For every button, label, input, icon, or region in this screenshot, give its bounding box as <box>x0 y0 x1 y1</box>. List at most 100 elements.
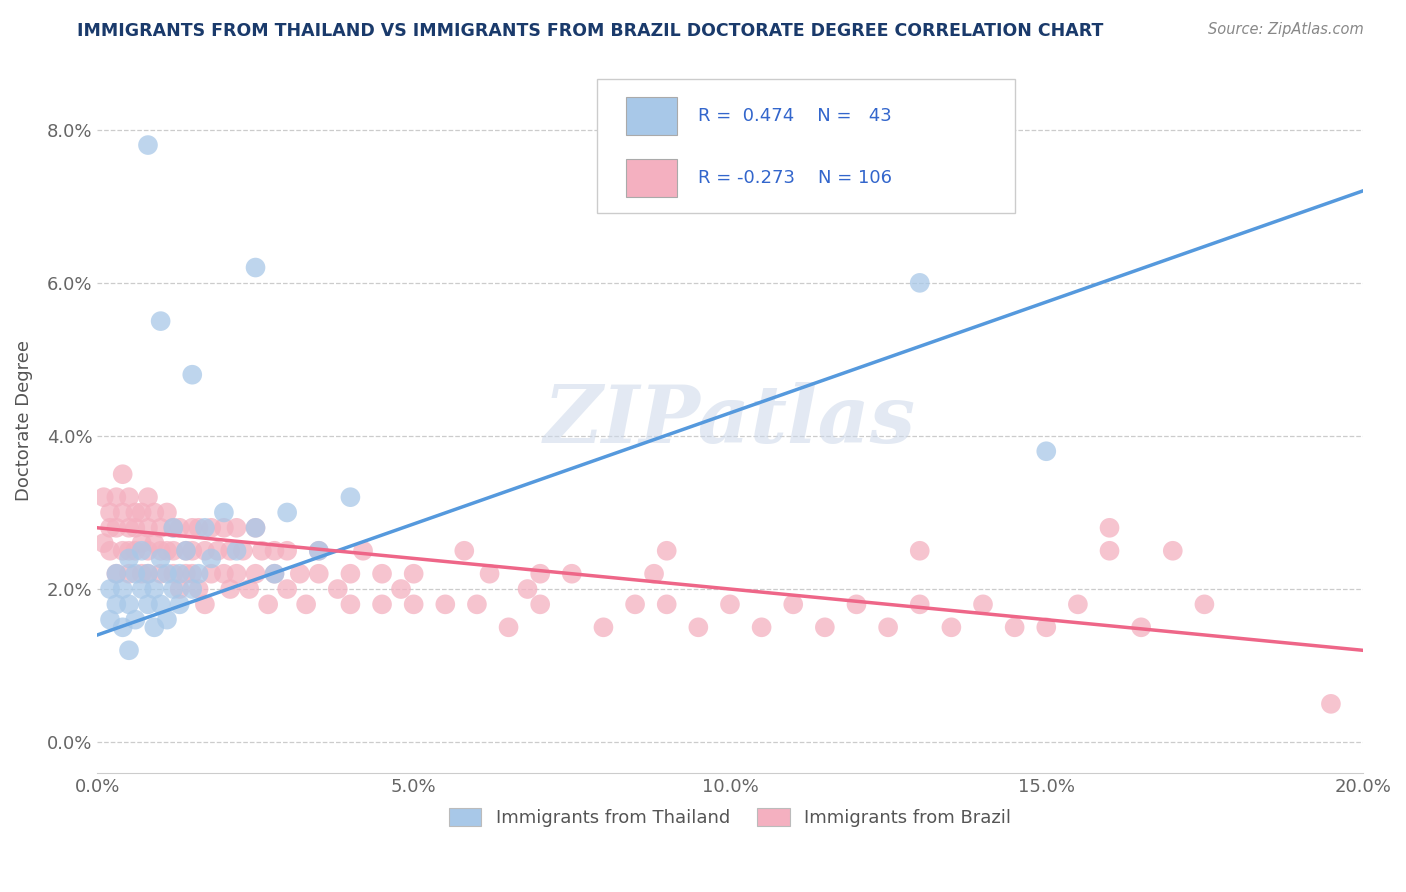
Point <box>941 620 963 634</box>
Point <box>263 543 285 558</box>
Point <box>118 521 141 535</box>
Point <box>624 598 647 612</box>
Point <box>814 620 837 634</box>
Point <box>124 506 146 520</box>
Point <box>98 613 121 627</box>
Point <box>105 598 128 612</box>
Point <box>131 566 153 581</box>
Point <box>352 543 374 558</box>
Point <box>232 543 254 558</box>
Point <box>908 543 931 558</box>
Text: R =  0.474    N =   43: R = 0.474 N = 43 <box>699 107 891 126</box>
Point <box>371 566 394 581</box>
Text: Source: ZipAtlas.com: Source: ZipAtlas.com <box>1208 22 1364 37</box>
Point <box>136 138 159 153</box>
Point <box>1035 444 1057 458</box>
Point <box>156 566 179 581</box>
FancyBboxPatch shape <box>598 79 1015 213</box>
Point <box>156 613 179 627</box>
Point <box>245 566 267 581</box>
Point <box>194 598 217 612</box>
Point <box>143 620 166 634</box>
Point <box>187 582 209 596</box>
Point <box>136 566 159 581</box>
Point <box>245 521 267 535</box>
Point <box>169 598 191 612</box>
Point <box>118 598 141 612</box>
Point <box>149 566 172 581</box>
Point <box>162 582 184 596</box>
Point <box>592 620 614 634</box>
Point <box>136 543 159 558</box>
Point <box>326 582 349 596</box>
Bar <box>626 159 676 197</box>
Point <box>124 543 146 558</box>
Point <box>93 490 115 504</box>
Point <box>207 543 229 558</box>
Point <box>276 543 298 558</box>
Point <box>93 536 115 550</box>
Point <box>219 543 242 558</box>
Point <box>174 543 197 558</box>
Point <box>1067 598 1090 612</box>
Point <box>181 582 204 596</box>
Y-axis label: Doctorate Degree: Doctorate Degree <box>15 340 32 501</box>
Point <box>118 566 141 581</box>
Point <box>181 521 204 535</box>
Point <box>972 598 994 612</box>
Point <box>149 598 172 612</box>
Point <box>1004 620 1026 634</box>
Point <box>187 521 209 535</box>
Point <box>162 521 184 535</box>
Point <box>136 598 159 612</box>
Point <box>339 598 361 612</box>
Point <box>169 566 191 581</box>
Point <box>877 620 900 634</box>
Point <box>169 521 191 535</box>
Point <box>498 620 520 634</box>
Point <box>1161 543 1184 558</box>
Point <box>257 598 280 612</box>
Point <box>212 506 235 520</box>
Point <box>105 521 128 535</box>
Point <box>131 543 153 558</box>
Point <box>655 598 678 612</box>
Point <box>118 643 141 657</box>
Point <box>751 620 773 634</box>
Point <box>136 521 159 535</box>
Point <box>124 566 146 581</box>
Point <box>143 536 166 550</box>
Point <box>98 543 121 558</box>
Point <box>529 598 551 612</box>
Point <box>276 506 298 520</box>
Point <box>105 566 128 581</box>
Point <box>225 543 247 558</box>
Point <box>118 490 141 504</box>
Point <box>1130 620 1153 634</box>
Point <box>98 582 121 596</box>
Point <box>308 543 330 558</box>
Point <box>212 521 235 535</box>
Bar <box>626 96 676 136</box>
Point <box>105 490 128 504</box>
Text: R = -0.273    N = 106: R = -0.273 N = 106 <box>699 169 893 186</box>
Point <box>111 543 134 558</box>
Point <box>245 521 267 535</box>
Point <box>156 506 179 520</box>
Point <box>105 566 128 581</box>
Point <box>250 543 273 558</box>
Text: ZIPatlas: ZIPatlas <box>544 382 917 459</box>
Point <box>465 598 488 612</box>
Point <box>181 368 204 382</box>
Point <box>245 260 267 275</box>
Point <box>118 543 141 558</box>
Point <box>174 566 197 581</box>
Legend: Immigrants from Thailand, Immigrants from Brazil: Immigrants from Thailand, Immigrants fro… <box>441 800 1018 834</box>
Point <box>149 521 172 535</box>
Point <box>111 582 134 596</box>
Point <box>402 598 425 612</box>
Point <box>156 543 179 558</box>
Point <box>1320 697 1343 711</box>
Text: IMMIGRANTS FROM THAILAND VS IMMIGRANTS FROM BRAZIL DOCTORATE DEGREE CORRELATION : IMMIGRANTS FROM THAILAND VS IMMIGRANTS F… <box>77 22 1104 40</box>
Point <box>339 490 361 504</box>
